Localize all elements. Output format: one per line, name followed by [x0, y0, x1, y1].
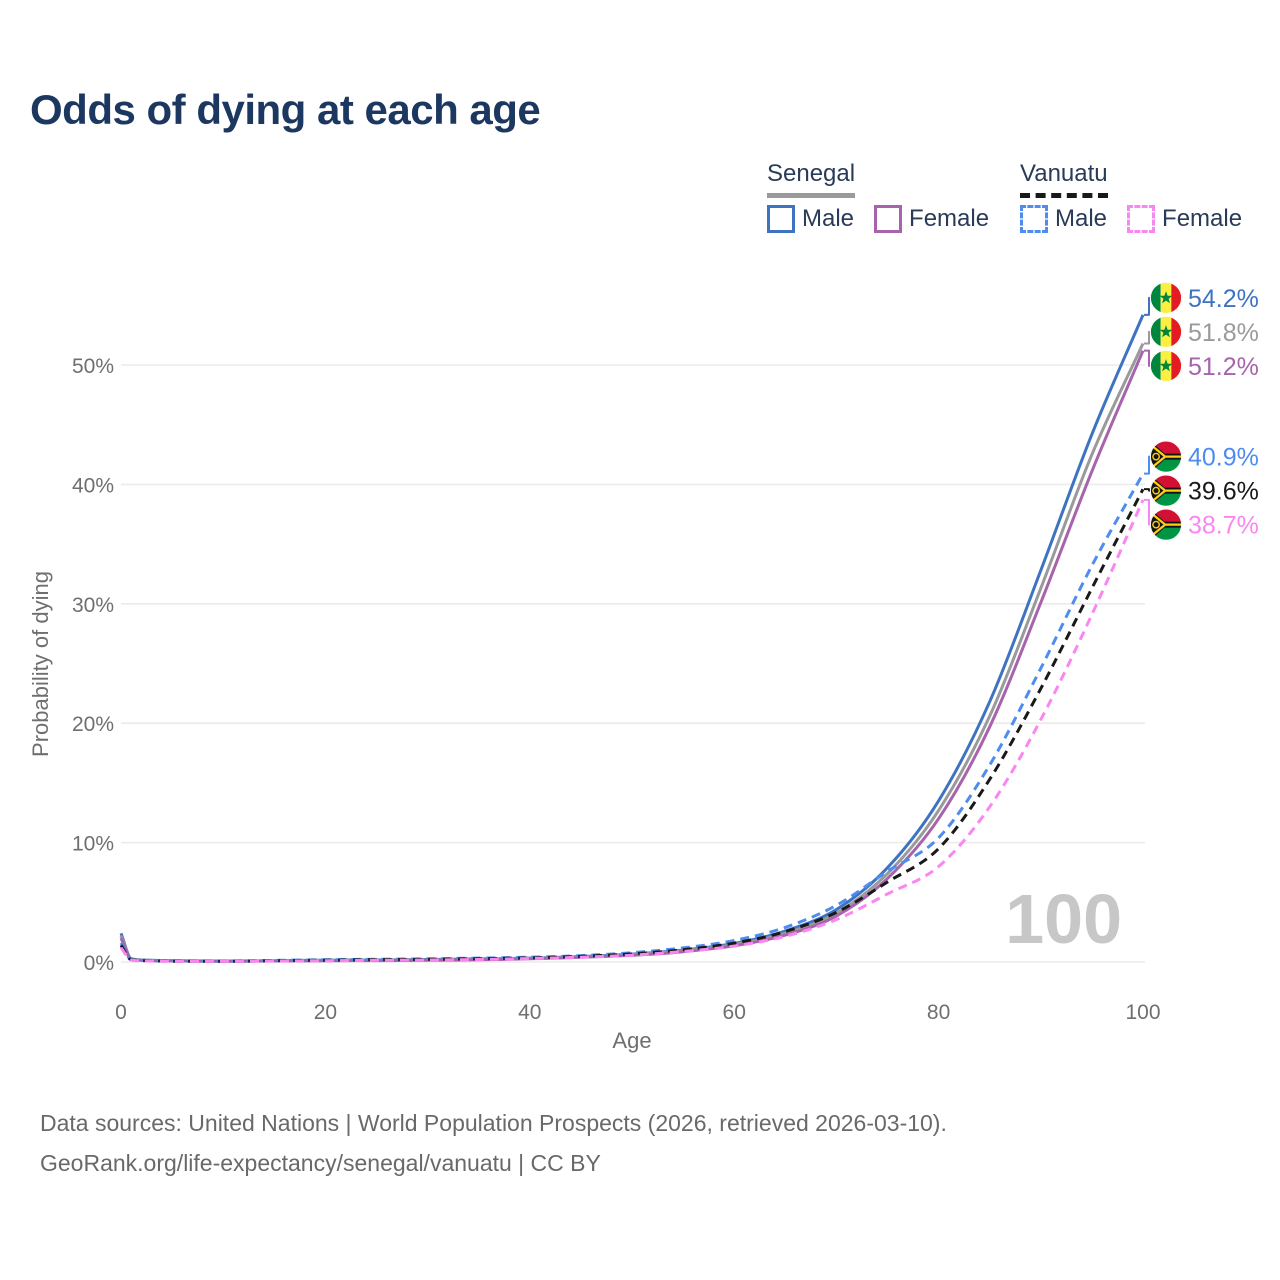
series-line-vanuatu-female: [119, 499, 1145, 963]
x-tick-label: 0: [115, 1001, 127, 1024]
y-tick-label: 50%: [72, 355, 114, 378]
y-tick-label: 20%: [72, 713, 114, 736]
vanuatu-male-swatch-icon: [1020, 205, 1048, 233]
x-tick-label: 100: [1125, 1001, 1160, 1024]
legend-items-vanuatu: Male Female: [1020, 205, 1242, 233]
legend-label-vanuatu-male: Male: [1055, 205, 1108, 232]
legend-label-vanuatu-female: Female: [1162, 205, 1243, 232]
endpoint-value-label: 39.6%: [1188, 478, 1259, 506]
series-line-senegal-both: [119, 342, 1145, 963]
legend-items-senegal: Male Female: [767, 205, 989, 233]
y-tick-label: 30%: [72, 594, 114, 617]
senegal-male-swatch-icon: [767, 205, 795, 233]
senegal-flag-icon: [1150, 349, 1182, 382]
x-tick-label: 20: [314, 1001, 337, 1024]
data-sources-line: Data sources: United Nations | World Pop…: [40, 1110, 947, 1136]
chart-legend: Senegal Male Female Vanuatu Male: [0, 160, 1280, 250]
y-axis-title: Probability of dying: [28, 571, 53, 757]
legend-country-senegal[interactable]: Senegal: [767, 160, 856, 198]
page-title: Odds of dying at each age: [30, 86, 541, 133]
source-footer: Data sources: United Nations | World Pop…: [40, 1103, 947, 1183]
endpoint-marker: 40.9%: [1149, 440, 1259, 473]
y-tick-label: 0%: [84, 952, 114, 975]
legend-item-vanuatu-female[interactable]: Female: [1127, 205, 1242, 233]
endpoint-value-label: 51.2%: [1188, 353, 1259, 381]
senegal-flag-icon: [1150, 315, 1182, 348]
legend-item-senegal-male[interactable]: Male: [767, 205, 854, 233]
age-watermark: 100: [1005, 880, 1122, 958]
y-tick-label: 10%: [72, 833, 114, 856]
legend-label-senegal-female: Female: [909, 205, 990, 232]
vanuatu-flag-icon: [1150, 474, 1182, 507]
vanuatu-flag-icon: [1150, 440, 1182, 473]
x-tick-label: 60: [723, 1001, 746, 1024]
legend-country-vanuatu[interactable]: Vanuatu: [1020, 160, 1108, 198]
legend-group-senegal: Senegal Male Female: [767, 160, 989, 233]
endpoint-marker: 54.2%: [1149, 281, 1259, 314]
endpoint-marker: 38.7%: [1149, 508, 1259, 541]
x-axis-title: Age: [612, 1028, 651, 1053]
endpoint-value-label: 40.9%: [1188, 444, 1259, 472]
legend-group-vanuatu: Vanuatu Male Female: [1020, 160, 1242, 233]
series-line-senegal-female: [119, 350, 1145, 963]
senegal-female-swatch-icon: [874, 205, 903, 233]
y-tick-label: 40%: [72, 474, 114, 497]
vanuatu-flag-icon: [1150, 508, 1182, 541]
legend-item-senegal-female[interactable]: Female: [874, 205, 989, 233]
endpoint-value-label: 54.2%: [1188, 285, 1259, 313]
endpoint-marker: 51.8%: [1149, 315, 1259, 348]
attribution-line: GeoRank.org/life-expectancy/senegal/vanu…: [40, 1150, 601, 1176]
legend-label-senegal-male: Male: [802, 205, 855, 232]
endpoint-marker: 39.6%: [1149, 474, 1259, 507]
x-tick-label: 40: [518, 1001, 541, 1024]
endpoint-marker: 51.2%: [1149, 349, 1259, 382]
series-line-senegal-male: [119, 314, 1145, 963]
x-tick-label: 80: [927, 1001, 950, 1024]
endpoint-value-label: 38.7%: [1188, 512, 1259, 540]
vanuatu-female-swatch-icon: [1127, 205, 1156, 233]
senegal-flag-icon: [1150, 281, 1182, 314]
legend-item-vanuatu-male[interactable]: Male: [1020, 205, 1107, 233]
endpoint-value-label: 51.8%: [1188, 319, 1259, 347]
